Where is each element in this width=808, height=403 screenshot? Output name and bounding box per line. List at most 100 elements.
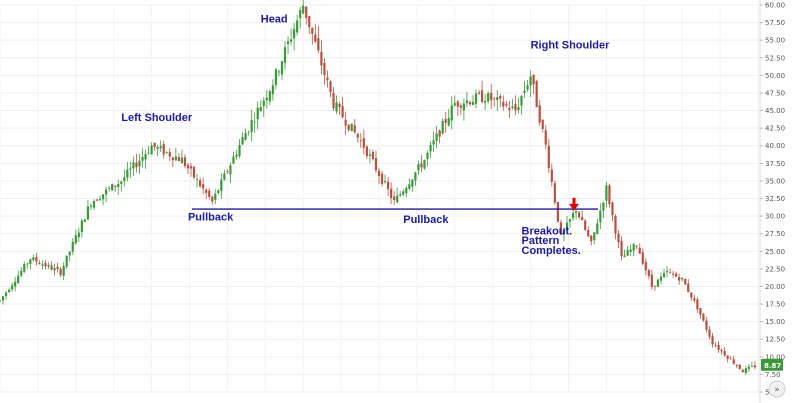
candle-body xyxy=(438,130,441,137)
candle-body xyxy=(490,92,493,101)
candle-body xyxy=(0,300,2,302)
y-tick-label: 42.50 xyxy=(765,125,785,133)
candle-body xyxy=(223,173,226,180)
candle-body xyxy=(390,188,393,199)
candle-body xyxy=(14,281,17,287)
candle-body xyxy=(168,152,171,157)
candle-body xyxy=(199,180,202,187)
breakout-arrow-icon xyxy=(569,203,579,211)
candle-body xyxy=(650,274,653,287)
annotation-label: Pullback xyxy=(188,211,234,223)
candle-body xyxy=(280,61,284,75)
candle-body xyxy=(365,146,368,157)
candle-body xyxy=(696,299,699,310)
candle-body xyxy=(459,105,462,108)
candle-body xyxy=(302,5,305,14)
candle-body xyxy=(647,270,650,277)
candle-body xyxy=(262,100,265,107)
candle-body xyxy=(596,223,599,234)
candle-body xyxy=(699,308,702,315)
candle-body xyxy=(332,92,335,109)
candle-body xyxy=(50,265,53,270)
y-tick-label: 32.50 xyxy=(765,195,785,203)
candle-body xyxy=(129,168,132,170)
candle-body xyxy=(665,271,669,273)
candle-body xyxy=(83,219,86,222)
candle-body xyxy=(371,151,375,159)
candle-body xyxy=(359,140,362,142)
candle-body xyxy=(11,285,14,290)
candle-body xyxy=(214,193,217,200)
candle-body xyxy=(471,101,475,106)
candle-body xyxy=(283,47,287,63)
candle-body xyxy=(105,189,108,195)
candle-body xyxy=(517,107,520,111)
candle-body xyxy=(644,262,647,271)
candle-body xyxy=(547,145,550,169)
annotation-label: Pullback xyxy=(403,214,449,226)
candle-body xyxy=(708,329,711,337)
candle-body xyxy=(399,194,402,196)
candle-body xyxy=(750,365,754,367)
candle-body xyxy=(117,184,120,188)
candle-body xyxy=(435,133,438,142)
scroll-button-bg[interactable] xyxy=(768,380,786,398)
candle-body xyxy=(68,251,71,256)
candle-body xyxy=(47,264,50,267)
candle-body xyxy=(678,277,681,281)
candle-body xyxy=(353,125,356,133)
candle-body xyxy=(732,359,735,364)
annotation-label: Right Shoulder xyxy=(531,40,611,52)
scroll-button[interactable]: » xyxy=(768,380,786,398)
annotation-label: Completes. xyxy=(522,245,581,257)
candle-body xyxy=(26,263,29,265)
candle-body xyxy=(753,365,757,368)
scroll-button-label[interactable]: » xyxy=(774,385,780,395)
candle-body xyxy=(208,190,211,197)
candle-body xyxy=(571,213,575,219)
candle-body xyxy=(402,191,405,195)
candle-body xyxy=(62,265,65,276)
candle-body xyxy=(56,266,59,270)
candle-body xyxy=(653,285,657,287)
candle-body xyxy=(462,103,465,111)
candle-body xyxy=(150,145,153,155)
candle-body xyxy=(620,240,623,257)
candle-body xyxy=(532,74,535,85)
candle-body xyxy=(229,165,232,175)
candle-body xyxy=(305,6,308,18)
y-tick-label: 30.00 xyxy=(765,213,785,221)
candle-body xyxy=(289,39,293,42)
candle-body xyxy=(480,90,484,102)
candle-body xyxy=(496,97,499,101)
candle-body xyxy=(629,249,632,252)
candle-body xyxy=(277,71,281,73)
candle-body xyxy=(98,199,102,201)
candle-body xyxy=(565,222,569,231)
y-tick-label: 20.00 xyxy=(765,283,785,291)
candle-body xyxy=(256,107,259,120)
candle-body xyxy=(253,121,256,123)
candle-body xyxy=(344,119,347,126)
candle-body xyxy=(4,292,8,297)
candle-body xyxy=(35,257,38,262)
candle-body xyxy=(335,102,338,112)
candle-body xyxy=(123,177,126,181)
candle-body xyxy=(141,156,144,161)
candle-body xyxy=(514,104,517,111)
candle-body xyxy=(374,158,378,171)
candle-body xyxy=(186,164,190,169)
candle-body xyxy=(338,104,341,108)
candle-body xyxy=(377,170,381,177)
candle-body xyxy=(423,159,426,169)
y-tick-label: 37.50 xyxy=(765,160,785,168)
candle-body xyxy=(320,51,323,66)
y-tick-label: 55.00 xyxy=(765,37,785,45)
candle-body xyxy=(468,101,472,105)
candle-body xyxy=(238,144,241,157)
candle-body xyxy=(562,230,566,235)
candle-body xyxy=(684,278,687,285)
candle-body xyxy=(738,364,741,369)
candle-body xyxy=(138,160,141,167)
